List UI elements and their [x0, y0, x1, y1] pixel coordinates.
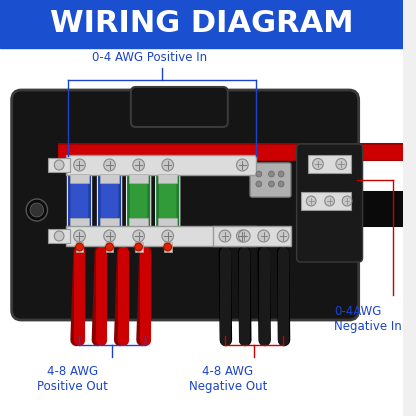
Circle shape: [162, 230, 173, 242]
Circle shape: [26, 199, 47, 221]
Bar: [100, 218, 119, 226]
Circle shape: [106, 243, 114, 251]
Circle shape: [313, 158, 323, 169]
Circle shape: [268, 171, 274, 177]
Bar: [308, 155, 351, 173]
Circle shape: [325, 196, 334, 206]
FancyBboxPatch shape: [12, 90, 359, 320]
Circle shape: [74, 242, 85, 253]
Circle shape: [278, 171, 284, 177]
Text: WIRING DIAGRAM: WIRING DIAGRAM: [50, 10, 354, 39]
Circle shape: [268, 181, 274, 187]
Circle shape: [30, 203, 44, 217]
Bar: [135, 242, 143, 252]
Circle shape: [162, 159, 173, 171]
Circle shape: [76, 243, 83, 251]
Bar: [49, 229, 70, 243]
Circle shape: [74, 230, 85, 242]
Circle shape: [237, 230, 248, 242]
FancyBboxPatch shape: [101, 175, 118, 223]
Bar: [164, 242, 171, 252]
Circle shape: [277, 230, 289, 242]
Bar: [70, 174, 89, 183]
Bar: [49, 158, 70, 172]
Circle shape: [133, 230, 144, 242]
Text: 4-8 AWG
Positive Out: 4-8 AWG Positive Out: [37, 365, 108, 393]
FancyBboxPatch shape: [131, 87, 228, 127]
Circle shape: [238, 230, 250, 242]
Circle shape: [104, 242, 115, 253]
FancyBboxPatch shape: [71, 175, 88, 223]
Circle shape: [133, 242, 144, 253]
Bar: [70, 218, 89, 226]
Circle shape: [104, 230, 115, 242]
Circle shape: [256, 171, 262, 177]
Circle shape: [54, 160, 64, 170]
FancyBboxPatch shape: [130, 175, 147, 223]
Circle shape: [164, 243, 171, 251]
Bar: [106, 242, 114, 252]
Bar: [66, 155, 256, 175]
FancyBboxPatch shape: [67, 173, 92, 228]
FancyBboxPatch shape: [97, 173, 121, 228]
Circle shape: [219, 230, 231, 242]
Bar: [129, 218, 149, 226]
Bar: [0, 0, 403, 48]
Circle shape: [256, 181, 262, 187]
Circle shape: [336, 158, 347, 169]
Bar: [300, 192, 351, 210]
FancyBboxPatch shape: [297, 144, 363, 262]
Circle shape: [278, 181, 284, 187]
Text: 0-4AWG
Negative In: 0-4AWG Negative In: [334, 305, 402, 333]
Circle shape: [133, 159, 144, 171]
Circle shape: [104, 159, 115, 171]
Bar: [129, 174, 149, 183]
Circle shape: [162, 242, 173, 253]
Bar: [100, 174, 119, 183]
Bar: [0, 48, 403, 416]
Bar: [158, 218, 177, 226]
FancyBboxPatch shape: [159, 175, 176, 223]
Text: 4-8 AWG
Negative Out: 4-8 AWG Negative Out: [188, 365, 267, 393]
Bar: [158, 174, 177, 183]
Circle shape: [54, 231, 64, 241]
Text: 0-4 AWG Positive In: 0-4 AWG Positive In: [92, 51, 207, 64]
Bar: [66, 226, 256, 246]
Circle shape: [135, 243, 143, 251]
Bar: [213, 226, 291, 246]
Circle shape: [342, 196, 352, 206]
FancyBboxPatch shape: [126, 173, 151, 228]
FancyBboxPatch shape: [156, 173, 180, 228]
Circle shape: [237, 159, 248, 171]
Bar: [76, 242, 83, 252]
Circle shape: [74, 159, 85, 171]
Circle shape: [306, 196, 316, 206]
Circle shape: [258, 230, 270, 242]
FancyBboxPatch shape: [250, 163, 291, 197]
